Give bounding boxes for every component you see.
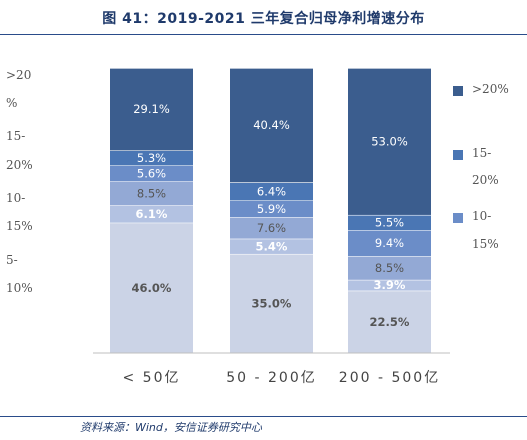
bar-segment	[110, 205, 193, 223]
data-label: 40.4%	[253, 118, 290, 132]
left-cut-label: 5-	[6, 253, 18, 267]
left-cut-label: 15%	[6, 219, 33, 233]
data-label: 8.5%	[375, 261, 404, 275]
legend-swatch	[453, 150, 463, 160]
data-label: 22.5%	[370, 315, 410, 329]
legend-label: 15%	[472, 237, 499, 251]
left-cut-label: 20%	[6, 158, 33, 172]
bar-segment	[110, 68, 193, 151]
legend-label: 10-	[472, 209, 491, 223]
left-cut-label: %	[6, 96, 17, 110]
bar-segment	[230, 253, 313, 353]
data-label: 46.0%	[132, 281, 172, 295]
bar-segment	[110, 150, 193, 166]
bar-segment	[348, 230, 431, 257]
legend-label: 20%	[472, 173, 499, 187]
data-label: 29.1%	[133, 102, 170, 116]
data-label: 5.6%	[137, 166, 166, 180]
data-label: 8.5%	[137, 186, 166, 200]
legend-label: 15-	[472, 146, 491, 160]
legend-swatch	[453, 213, 463, 223]
bar-segment	[348, 290, 431, 353]
x-tick-label: < 50亿	[123, 370, 181, 386]
title-rule	[0, 34, 527, 35]
source-note: 资料来源：Wind，安信证券研究中心	[80, 421, 262, 434]
source-rule	[0, 416, 527, 417]
left-cut-label: 10-	[6, 191, 25, 205]
data-label: 6.1%	[136, 207, 168, 221]
bar-segment	[110, 165, 193, 182]
data-label: 35.0%	[252, 296, 292, 310]
data-label: 6.4%	[257, 184, 286, 198]
bar-segment	[110, 181, 193, 206]
bar-segment	[230, 238, 313, 254]
legend-label: >20%	[472, 82, 509, 96]
x-tick-label: 200 - 500亿	[339, 370, 440, 386]
data-label: 5.3%	[137, 151, 166, 165]
left-cut-label: 10%	[6, 281, 33, 295]
bar-segment	[110, 222, 193, 353]
legend-swatch	[453, 86, 463, 96]
left-cut-label: 15-	[6, 129, 25, 143]
chart-title: 图 41：2019-2021 三年复合归母净利增速分布	[102, 11, 425, 27]
data-label: 5.5%	[375, 216, 404, 230]
data-label: 3.9%	[374, 278, 406, 292]
bar-segment	[230, 68, 313, 183]
bar-segment	[348, 279, 431, 291]
x-tick-label: 50 - 200亿	[226, 370, 317, 386]
bar-segment	[230, 200, 313, 218]
data-label: 5.9%	[257, 202, 286, 216]
bar-segment	[348, 214, 431, 231]
bar-segment	[230, 217, 313, 239]
bar-segment	[348, 68, 431, 215]
data-label: 53.0%	[371, 134, 408, 148]
data-label: 7.6%	[257, 221, 286, 235]
data-label: 9.4%	[375, 236, 404, 250]
bar-segment	[230, 182, 313, 201]
bar-segment	[348, 256, 431, 280]
left-cut-label: >20	[6, 68, 31, 82]
data-label: 5.4%	[256, 239, 288, 253]
